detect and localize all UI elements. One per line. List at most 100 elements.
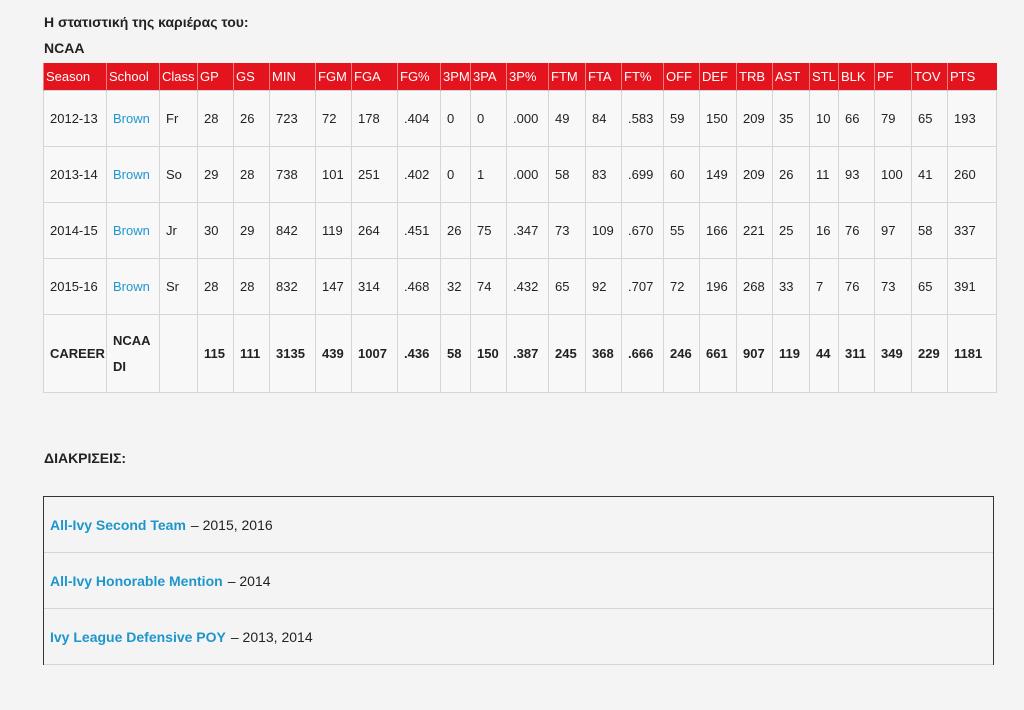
career-stat: 907 bbox=[736, 314, 773, 393]
honor-row: All-Ivy Honorable Mention – 2014 bbox=[44, 553, 993, 609]
table-cell: .707 bbox=[621, 258, 664, 315]
table-cell: 29 bbox=[233, 202, 270, 259]
career-stat: 661 bbox=[699, 314, 737, 393]
table-cell: .583 bbox=[621, 90, 664, 147]
career-stat: 246 bbox=[663, 314, 700, 393]
table-cell: 391 bbox=[947, 258, 997, 315]
honors-title: ΔΙΑΚΡΙΣΕΙΣ: bbox=[44, 450, 127, 466]
table-cell: 58 bbox=[911, 202, 948, 259]
table-cell: 32 bbox=[440, 258, 471, 315]
table-cell: 72 bbox=[663, 258, 700, 315]
column-header: OFF bbox=[663, 63, 700, 91]
table-cell: 314 bbox=[351, 258, 398, 315]
career-stat: 1007 bbox=[351, 314, 398, 393]
table-cell: 59 bbox=[663, 90, 700, 147]
table-cell: 65 bbox=[911, 258, 948, 315]
table-cell: 0 bbox=[440, 90, 471, 147]
career-stat: 368 bbox=[585, 314, 622, 393]
table-cell: .347 bbox=[506, 202, 549, 259]
career-stat: .666 bbox=[621, 314, 664, 393]
table-cell: Brown bbox=[106, 258, 160, 315]
school-link[interactable]: Brown bbox=[113, 167, 150, 182]
table-row: 2013-14 Brown So 29 28 738 101 251.402 0 1.000 58 8… bbox=[43, 146, 997, 203]
table-cell: 25 bbox=[772, 202, 810, 259]
table-cell: 196 bbox=[699, 258, 737, 315]
honor-years: – 2013, 2014 bbox=[230, 628, 313, 645]
column-header: FTA bbox=[585, 63, 622, 91]
table-cell: .699 bbox=[621, 146, 664, 203]
empty-cell bbox=[159, 314, 198, 393]
career-stat: 111 bbox=[233, 314, 270, 393]
table-cell: Sr bbox=[159, 258, 198, 315]
table-cell: .432 bbox=[506, 258, 549, 315]
column-header: GP bbox=[197, 63, 234, 91]
table-cell: 28 bbox=[233, 258, 270, 315]
stats-table: Season School Class GP GS MIN FGM FGA FG% 3PM 3PA 3… bbox=[43, 63, 997, 393]
table-cell: 119 bbox=[315, 202, 352, 259]
honor-years: – 2014 bbox=[227, 572, 271, 589]
school-link[interactable]: Brown bbox=[113, 223, 150, 238]
career-stat: 245 bbox=[548, 314, 586, 393]
column-header: GS bbox=[233, 63, 270, 91]
table-cell: 109 bbox=[585, 202, 622, 259]
honor-link[interactable]: All-Ivy Honorable Mention bbox=[50, 572, 223, 589]
column-header: School bbox=[106, 63, 160, 91]
table-cell: 2013-14 bbox=[43, 146, 107, 203]
table-cell: 193 bbox=[947, 90, 997, 147]
table-cell: 73 bbox=[548, 202, 586, 259]
header-row: Season School Class GP GS MIN FGM FGA FG% 3PM 3PA 3… bbox=[43, 63, 997, 91]
table-cell: 832 bbox=[269, 258, 316, 315]
table-cell: 49 bbox=[548, 90, 586, 147]
table-cell: 35 bbox=[772, 90, 810, 147]
table-cell: So bbox=[159, 146, 198, 203]
table-cell: 11 bbox=[809, 146, 839, 203]
school-link[interactable]: Brown bbox=[113, 279, 150, 294]
table-cell: 65 bbox=[548, 258, 586, 315]
table-cell: 30 bbox=[197, 202, 234, 259]
table-cell: .404 bbox=[397, 90, 441, 147]
table-cell: 260 bbox=[947, 146, 997, 203]
table-cell: 93 bbox=[838, 146, 875, 203]
table-cell: 0 bbox=[440, 146, 471, 203]
table-cell: 58 bbox=[548, 146, 586, 203]
table-cell: Brown bbox=[106, 146, 160, 203]
column-header: FTM bbox=[548, 63, 586, 91]
career-stat: 1181 bbox=[947, 314, 997, 393]
table-cell: 79 bbox=[874, 90, 912, 147]
table-cell: 26 bbox=[233, 90, 270, 147]
table-cell: 166 bbox=[699, 202, 737, 259]
table-cell: .000 bbox=[506, 90, 549, 147]
honor-row: Ivy League Defensive POY – 2013, 2014 bbox=[44, 609, 993, 665]
table-cell: 150 bbox=[699, 90, 737, 147]
career-stat: 115 bbox=[197, 314, 234, 393]
column-header: PF bbox=[874, 63, 912, 91]
table-cell: 16 bbox=[809, 202, 839, 259]
table-cell: 26 bbox=[772, 146, 810, 203]
table-cell: 209 bbox=[736, 146, 773, 203]
table-cell: 147 bbox=[315, 258, 352, 315]
table-cell: 84 bbox=[585, 90, 622, 147]
column-header: BLK bbox=[838, 63, 875, 91]
table-cell: .451 bbox=[397, 202, 441, 259]
table-cell: 73 bbox=[874, 258, 912, 315]
honor-years: – 2015, 2016 bbox=[190, 516, 273, 533]
school-link[interactable]: Brown bbox=[113, 111, 150, 126]
career-label: CAREER bbox=[43, 314, 107, 393]
table-row: 2012-13 Brown Fr 28 26 723 72 178.404 0 0.000 49 84… bbox=[43, 90, 997, 147]
column-header: DEF bbox=[699, 63, 737, 91]
career-stat: 150 bbox=[470, 314, 507, 393]
honor-link[interactable]: Ivy League Defensive POY bbox=[50, 628, 226, 645]
career-stat: 3135 bbox=[269, 314, 316, 393]
honor-link[interactable]: All-Ivy Second Team bbox=[50, 516, 186, 533]
table-cell: 842 bbox=[269, 202, 316, 259]
table-cell: 26 bbox=[440, 202, 471, 259]
career-stat: .436 bbox=[397, 314, 441, 393]
career-stat: 119 bbox=[772, 314, 810, 393]
table-cell: 92 bbox=[585, 258, 622, 315]
table-cell: 76 bbox=[838, 202, 875, 259]
column-header: 3PA bbox=[470, 63, 507, 91]
table-cell: 268 bbox=[736, 258, 773, 315]
table-cell: .000 bbox=[506, 146, 549, 203]
table-cell: 723 bbox=[269, 90, 316, 147]
column-header: FT% bbox=[621, 63, 664, 91]
